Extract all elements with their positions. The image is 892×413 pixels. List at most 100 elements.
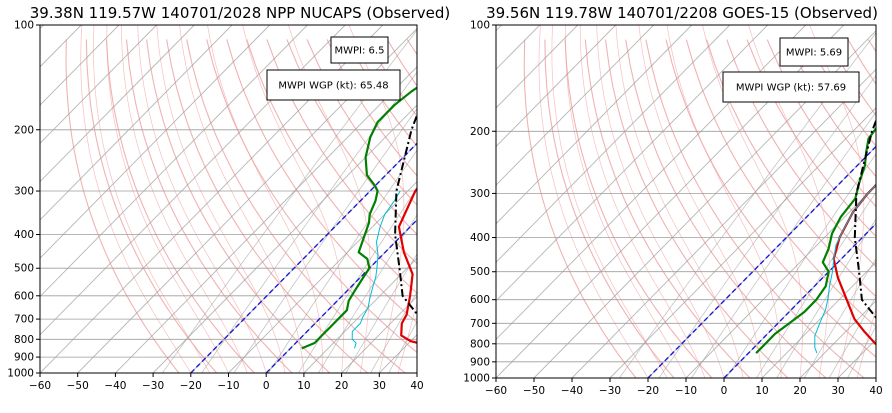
dry-adiabat	[306, 39, 417, 206]
dry-adiabat	[685, 39, 876, 328]
y-tick-label: 200	[14, 124, 34, 136]
dry-adiabat	[65, 39, 180, 373]
mixing-ratio-line	[370, 291, 417, 373]
series-dewpoint	[755, 126, 876, 354]
x-tick-label: −40	[104, 380, 126, 392]
isotherm	[761, 261, 876, 378]
annotation-text: MWPI: 6.5	[335, 46, 385, 57]
annotation-box	[779, 37, 849, 67]
series-parcel	[394, 112, 417, 316]
mixing-ratio-line	[803, 257, 876, 378]
annotation-text: MWPI WGP (kt): 57.69	[736, 83, 846, 94]
isotherm	[40, 25, 195, 183]
isotherm	[0, 25, 6, 373]
x-tick-label: −20	[180, 380, 202, 392]
isotherm	[496, 25, 579, 109]
x-tick-label: −10	[675, 385, 697, 397]
isotherm-highlight	[647, 145, 876, 378]
isotherm	[228, 180, 417, 373]
dry-adiabat	[604, 39, 789, 378]
x-tick-label: −50	[523, 385, 545, 397]
dry-adiabat	[726, 39, 876, 268]
moist-adiabat	[615, 25, 744, 378]
x-tick-label: −30	[142, 380, 164, 392]
moist-adiabat	[416, 371, 417, 373]
x-tick-label: −10	[217, 380, 239, 392]
isotherm	[609, 107, 876, 378]
isotherm-highlight	[265, 218, 417, 373]
dry-adiabat	[226, 39, 417, 324]
moist-adiabat	[875, 376, 876, 378]
dry-adiabat	[766, 39, 876, 208]
isotherm	[571, 68, 876, 378]
x-tick-label: −60	[485, 385, 507, 397]
series-wet-bulb	[814, 184, 876, 354]
y-tick-label: 400	[14, 229, 34, 241]
annotation-text: MWPI: 5.69	[786, 48, 842, 59]
isotherm	[341, 295, 417, 373]
mixing-ratio-line	[828, 295, 876, 378]
dry-adiabat	[246, 39, 417, 294]
dry-adiabat	[186, 39, 407, 373]
dry-adiabat	[625, 39, 827, 378]
y-tick-label: 100	[470, 20, 490, 32]
dry-adiabat	[584, 39, 751, 378]
dry-adiabat	[125, 39, 293, 373]
x-tick-label: 20	[335, 380, 348, 392]
moist-adiabat	[596, 25, 725, 378]
moist-adiabat	[80, 25, 192, 373]
dry-adiabat	[889, 40, 892, 386]
y-tick-label: 1000	[463, 373, 490, 385]
dry-adiabat	[544, 39, 675, 378]
x-tick-label: 10	[297, 380, 310, 392]
y-tick-label: 700	[14, 314, 34, 326]
y-tick-label: 300	[14, 186, 34, 198]
dry-adiabat	[706, 39, 876, 298]
x-tick-label: 30	[831, 385, 844, 397]
moist-adiabat	[579, 25, 706, 378]
series-parcel	[853, 118, 876, 320]
mixing-ratio-line	[297, 187, 417, 373]
series-dewpoint	[301, 86, 417, 350]
moist-adiabat	[207, 25, 324, 373]
mixing-ratio-line	[618, 32, 876, 378]
chart-title-right: 39.56N 119.78W 140701/2208 GOES-15 (Obse…	[486, 4, 878, 22]
isotherm	[152, 104, 417, 373]
x-tick-label: 0	[721, 385, 728, 397]
x-tick-label: 0	[263, 380, 270, 392]
isotherm	[496, 25, 617, 148]
moist-adiabat	[551, 25, 668, 378]
moist-adiabat	[121, 25, 248, 373]
isotherm	[799, 300, 876, 378]
mixing-ratio-line	[345, 253, 417, 373]
dry-adiabat	[523, 39, 637, 378]
plot-area-right: MWPI: 5.69 MWPI WGP (kt): 57.69 −60 −50 −40…	[463, 20, 892, 398]
chart-title-left: 39.38N 119.57W 140701/2028 NPP NUCAPS (O…	[30, 4, 451, 22]
moist-adiabat	[156, 25, 286, 373]
x-tick-label: 40	[869, 385, 882, 397]
moist-adiabat	[287, 25, 371, 373]
dry-adiabat	[645, 39, 865, 378]
y-tick-label: 200	[470, 126, 490, 138]
isotherm	[496, 25, 769, 302]
mixing-ratio-line	[658, 74, 876, 378]
y-tick-label: 300	[470, 188, 490, 200]
annotation-box	[330, 36, 389, 64]
annotation-box	[722, 71, 860, 103]
moist-adiabat	[538, 25, 649, 378]
moist-adiabat	[137, 25, 267, 373]
series-wet-bulb	[351, 190, 401, 349]
annotation-box	[266, 69, 401, 101]
isotherm-highlight	[190, 142, 417, 373]
isotherm-highlight	[723, 222, 876, 378]
x-tick-label: 20	[793, 385, 806, 397]
y-tick-label: 600	[470, 294, 490, 306]
dry-adiabat	[286, 39, 417, 236]
moist-adiabat	[702, 25, 803, 378]
mixing-ratio-line	[756, 191, 876, 378]
isotherm	[496, 25, 731, 263]
x-tick-label: 40	[410, 380, 423, 392]
isotherm	[40, 25, 157, 145]
mixing-ratio-line	[388, 320, 417, 373]
